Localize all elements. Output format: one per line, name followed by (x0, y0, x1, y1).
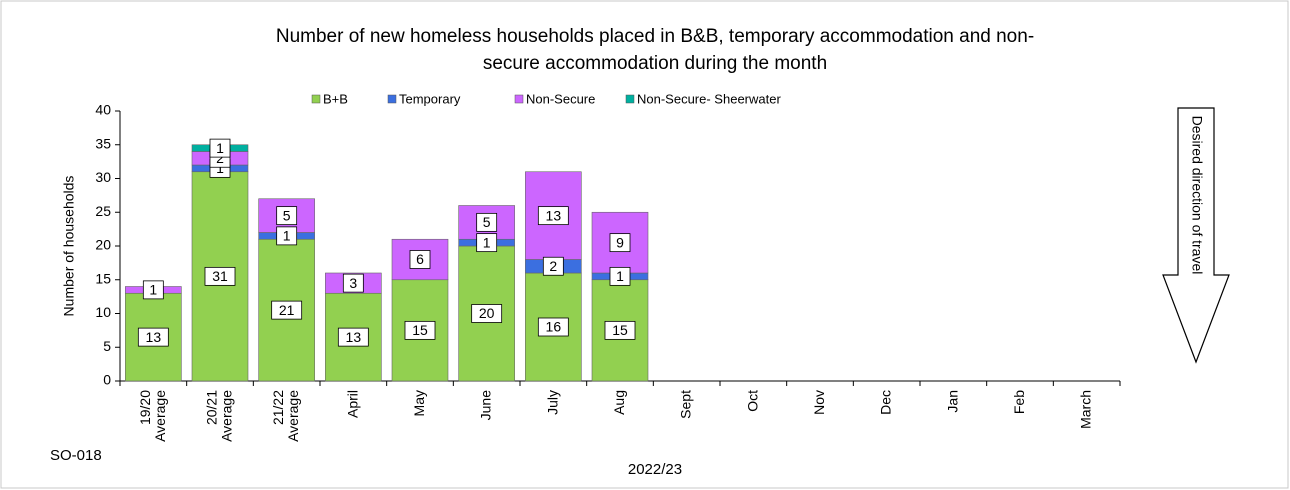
y-tick-label: 40 (95, 102, 111, 118)
data-label-box (276, 206, 298, 226)
x-tick-label: Aug (611, 390, 627, 415)
x-tick-label: Feb (1011, 390, 1027, 414)
chart-title: secure accommodation during the month (483, 53, 827, 74)
legend-swatch (514, 94, 524, 104)
data-label-box (209, 138, 231, 158)
data-label: 1 (283, 228, 291, 244)
y-axis-label: Number of households (61, 176, 77, 317)
x-axis-label: 2022/23 (628, 461, 682, 478)
x-tick-label: June (477, 390, 493, 421)
x-tick-label: 21/22Average (270, 390, 301, 442)
direction-arrow (1162, 107, 1230, 364)
data-label: 16 (546, 319, 562, 335)
y-tick-label: 10 (95, 304, 111, 320)
data-label: 5 (283, 207, 291, 223)
legend-swatch (311, 94, 321, 104)
data-label: 2 (549, 258, 557, 274)
x-tick-label: Jan (944, 390, 960, 413)
chart-title: Number of new homeless households placed… (276, 26, 1034, 47)
legend-swatch (625, 94, 635, 104)
legend-swatch (387, 94, 397, 104)
legend-label: B+B (323, 91, 348, 106)
data-label-box (276, 226, 298, 246)
data-label: 1 (216, 140, 224, 156)
data-label-box (537, 317, 569, 337)
data-label: 20 (479, 305, 495, 321)
data-label: 13 (346, 329, 362, 345)
data-label: 3 (349, 275, 357, 291)
data-label-box (476, 212, 498, 232)
bar-segment (391, 238, 449, 281)
code-label: SO-018 (50, 447, 102, 464)
data-label-box (604, 320, 636, 340)
data-label: 5 (483, 214, 491, 230)
data-label: 6 (416, 251, 424, 267)
data-label-box (337, 327, 369, 347)
y-tick-label: 0 (103, 372, 111, 388)
x-tick-label: May (411, 390, 427, 416)
data-label: 1 (149, 282, 157, 298)
data-label-box (342, 273, 364, 293)
data-label-box (471, 304, 503, 323)
data-label: 13 (146, 329, 162, 345)
data-label: 15 (412, 322, 428, 338)
x-tick-label: March (1077, 390, 1093, 429)
x-tick-label: Sept (677, 390, 693, 419)
x-tick-label: 19/20Average (137, 390, 168, 442)
direction-label: Desired direction of travel (1189, 116, 1205, 275)
legend-label: Non-Secure (526, 91, 595, 106)
data-label: 31 (212, 268, 228, 284)
data-label-box (204, 266, 236, 286)
y-tick-label: 25 (95, 203, 111, 219)
legend-label: Temporary (399, 91, 461, 106)
data-label-box (609, 266, 631, 286)
x-tick-label: Nov (811, 390, 827, 415)
data-label-box (409, 250, 431, 269)
x-tick-label: July (544, 390, 560, 415)
data-label: 15 (612, 322, 628, 338)
data-label: 1 (216, 160, 224, 176)
data-label: 1 (483, 234, 491, 250)
data-label: 21 (279, 302, 295, 318)
data-label-box (404, 320, 436, 340)
y-tick-label: 15 (95, 270, 111, 286)
data-label-box (142, 280, 164, 300)
data-label: 2 (216, 150, 224, 166)
y-tick-label: 5 (103, 338, 111, 354)
x-tick-label: Oct (744, 390, 760, 412)
data-label-box (271, 300, 303, 320)
data-label-box (542, 256, 564, 276)
data-label-box (137, 327, 169, 347)
y-tick-label: 35 (95, 135, 111, 151)
data-label-box (476, 233, 498, 253)
y-tick-label: 20 (95, 237, 111, 253)
x-tick-label: 20/21Average (203, 390, 234, 442)
data-label: 9 (616, 234, 624, 250)
data-label-box (609, 233, 631, 253)
data-label-box (537, 206, 569, 226)
legend-label: Non-Secure- Sheerwater (637, 91, 781, 106)
x-tick-label: April (344, 390, 360, 418)
data-label: 13 (546, 207, 562, 223)
data-label: 1 (616, 268, 624, 284)
y-tick-label: 30 (95, 169, 111, 185)
x-tick-label: Dec (877, 390, 893, 415)
